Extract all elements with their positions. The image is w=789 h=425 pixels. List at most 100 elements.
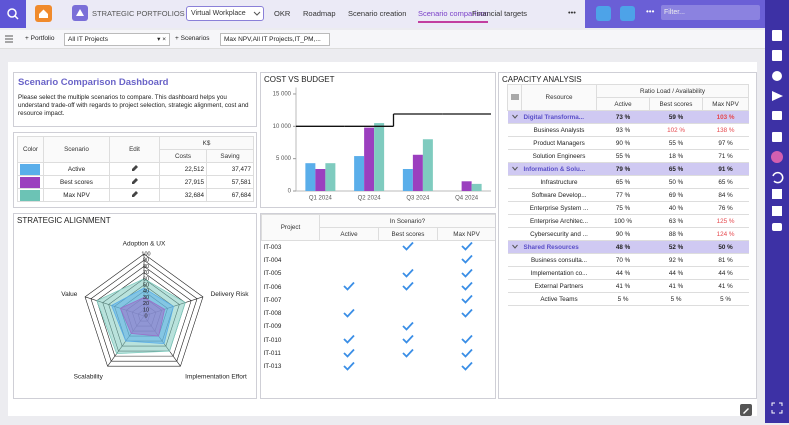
map-button[interactable] (620, 6, 635, 21)
top-bar: STRATEGIC PORTFOLIOS Virtual Workplace O… (0, 0, 765, 28)
theme-icon[interactable] (773, 6, 781, 19)
resource-row: Enterprise Architec... 100 % 63 % 125 % (507, 214, 749, 228)
word-icon[interactable] (772, 206, 782, 216)
check (343, 335, 355, 345)
resource-name: Enterprise System ... (521, 201, 597, 215)
inclusion-cell (438, 307, 496, 320)
resource-name: Active Teams (521, 292, 597, 306)
ratio-value: 90 % (596, 227, 650, 241)
check (402, 335, 414, 345)
bar (315, 169, 326, 191)
bot-icon[interactable] (772, 71, 782, 81)
portfolio-value: All IT Projects (68, 36, 108, 43)
check-icon (402, 321, 414, 331)
bar (364, 127, 375, 191)
clear-control[interactable]: ▾ × (157, 36, 166, 43)
list-icon[interactable] (510, 94, 519, 100)
chat-icon[interactable] (772, 111, 782, 120)
project-row: IT-009 (262, 320, 496, 333)
excel-icon[interactable] (772, 189, 782, 199)
ratio-value: 18 % (649, 149, 703, 163)
ratio-value: 102 % (649, 123, 703, 137)
menu-dots[interactable]: ••• (646, 7, 655, 16)
calendar-icon[interactable] (772, 132, 782, 142)
check-icon (402, 281, 414, 291)
collapse-icon[interactable] (511, 114, 518, 119)
edit-cell (109, 175, 160, 189)
scenarios-value: Max NPV,All IT Projects,IT_PM,... (224, 36, 321, 43)
briefcase-button[interactable] (596, 6, 611, 21)
edit-icon[interactable] (131, 164, 139, 172)
tab[interactable]: Roadmap (303, 9, 336, 18)
group-row: Information & Solu... 79 % 65 % 91 % (507, 162, 749, 176)
ratio-value: 5 % (702, 292, 749, 306)
expand-cell (507, 292, 522, 306)
ratio-value: 97 % (702, 136, 749, 150)
edit-button[interactable] (740, 404, 752, 416)
panel-title: STRATEGIC ALIGNMENT (17, 216, 111, 225)
expand-cell (507, 149, 522, 163)
bar (374, 123, 385, 191)
column-header: Edit (109, 136, 160, 163)
collapse-icon[interactable] (511, 166, 518, 171)
tab[interactable]: OKR (274, 9, 291, 18)
home-icon (39, 9, 48, 18)
portfolio-select[interactable]: All IT Projects ▾ × (64, 33, 170, 46)
project-row: IT-010 (262, 334, 496, 347)
y-tick-label: 0 (288, 189, 292, 195)
grid-ring (96, 266, 192, 357)
scenarios-filter[interactable]: + Scenarios (175, 35, 210, 42)
radial-tick-label: 100 (141, 251, 150, 257)
resource-name: Shared Resources (521, 240, 597, 254)
inclusion-cell (320, 294, 379, 307)
filter-input[interactable]: Filter... (661, 5, 760, 20)
ratio-value: 75 % (596, 201, 650, 215)
scenarios-select[interactable]: Max NPV,All IT Projects,IT_PM,... (220, 33, 330, 46)
resource-name: Infrastructure (521, 175, 597, 189)
teams-icon[interactable] (772, 223, 782, 231)
team-icon[interactable] (771, 151, 783, 163)
color-swatch (20, 163, 40, 175)
ratio-value: 41 % (649, 279, 703, 293)
undo-icon[interactable] (772, 171, 784, 184)
tab[interactable]: Scenario creation (348, 9, 407, 18)
help-icon[interactable] (772, 50, 782, 61)
portfolio-filter[interactable]: + Portfolio (25, 35, 55, 42)
inclusion-cell (379, 320, 438, 333)
tab[interactable]: Financial targets (472, 9, 528, 18)
check (343, 348, 355, 358)
axis-label: Scalability (74, 373, 104, 380)
app-title: STRATEGIC PORTFOLIOS (92, 9, 185, 18)
check-icon (460, 308, 473, 318)
radial-tick-label: 40 (143, 289, 149, 295)
check-icon (460, 295, 473, 305)
tab[interactable]: Scenario comparison (418, 9, 489, 23)
settings-icon[interactable] (4, 34, 14, 44)
color-cell (17, 175, 44, 189)
save-icon[interactable] (772, 30, 782, 41)
send-icon[interactable] (772, 91, 783, 101)
scenario-name: Max NPV (43, 188, 110, 202)
edit-icon[interactable] (131, 177, 139, 185)
column-header: Best scores (378, 227, 438, 241)
ratio-value: 91 % (702, 162, 749, 176)
collapse-icon[interactable] (511, 244, 518, 249)
workspace-select[interactable]: Virtual Workplace (186, 6, 264, 21)
home-button[interactable] (35, 5, 52, 22)
column-header: Active (319, 227, 379, 241)
resource-row: Active Teams 5 % 5 % 5 % (507, 292, 749, 306)
search-button[interactable] (0, 0, 26, 28)
radial-tick-label: 70 (143, 270, 149, 276)
project-row: IT-006 (262, 280, 496, 293)
ratio-value: 100 % (596, 214, 650, 228)
edit-icon[interactable] (131, 190, 139, 198)
expand-cell (507, 162, 522, 176)
resource-name: Implementation co... (521, 266, 597, 280)
fullscreen-icon[interactable] (771, 402, 783, 414)
inclusion-cell (320, 241, 379, 254)
more-tabs[interactable]: ••• (568, 8, 576, 17)
ratio-value: 103 % (702, 110, 749, 124)
in-scenario-table: Project In Scenario? Active Best scores Max … (261, 214, 496, 373)
check (343, 281, 355, 291)
